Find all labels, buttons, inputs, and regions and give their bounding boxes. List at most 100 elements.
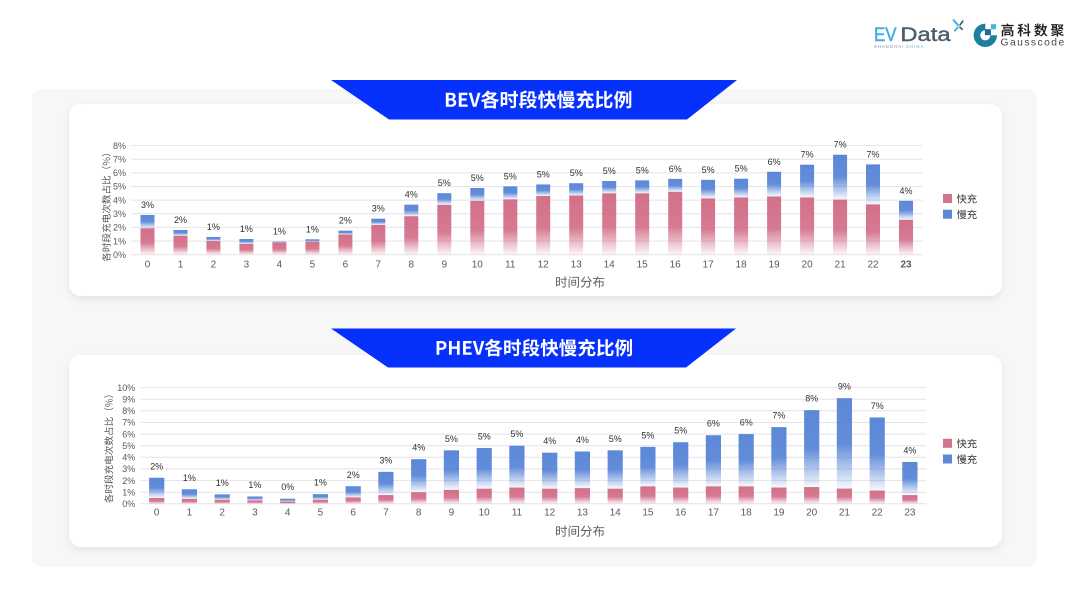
svg-text:4: 4: [277, 259, 283, 270]
svg-text:21: 21: [835, 259, 847, 270]
svg-text:20: 20: [806, 507, 818, 518]
svg-text:19: 19: [769, 259, 781, 270]
svg-text:8: 8: [416, 507, 422, 518]
svg-text:6%: 6%: [113, 168, 126, 178]
svg-text:17: 17: [703, 259, 715, 270]
svg-text:3%: 3%: [122, 464, 135, 474]
svg-text:15: 15: [637, 259, 649, 270]
svg-text:2%: 2%: [150, 461, 163, 471]
svg-text:14: 14: [610, 507, 622, 518]
svg-text:1%: 1%: [240, 224, 253, 234]
svg-text:5%: 5%: [504, 171, 517, 181]
svg-text:6%: 6%: [669, 164, 682, 174]
svg-text:19: 19: [773, 507, 785, 518]
svg-text:0: 0: [145, 259, 151, 270]
svg-text:23: 23: [900, 259, 912, 270]
svg-text:3%: 3%: [379, 455, 392, 465]
svg-text:2%: 2%: [113, 223, 126, 233]
svg-text:5%: 5%: [510, 429, 523, 439]
svg-text:4%: 4%: [412, 443, 425, 453]
svg-text:1: 1: [187, 507, 193, 518]
svg-text:1%: 1%: [248, 480, 261, 490]
svg-text:1%: 1%: [122, 487, 135, 497]
svg-text:5%: 5%: [122, 441, 135, 451]
svg-text:4%: 4%: [903, 446, 916, 456]
svg-text:11: 11: [512, 507, 523, 518]
svg-text:5%: 5%: [113, 182, 126, 192]
svg-text:7%: 7%: [871, 401, 884, 411]
svg-text:16: 16: [670, 259, 682, 270]
svg-text:0%: 0%: [122, 499, 135, 509]
svg-text:9%: 9%: [122, 394, 135, 404]
svg-text:17: 17: [708, 507, 720, 518]
svg-text:1%: 1%: [273, 227, 286, 237]
svg-text:6%: 6%: [768, 157, 781, 167]
svg-text:3: 3: [244, 259, 250, 270]
svg-text:9: 9: [442, 259, 448, 270]
svg-text:21: 21: [839, 507, 851, 518]
svg-text:16: 16: [675, 507, 687, 518]
svg-text:9: 9: [449, 507, 455, 518]
svg-text:2%: 2%: [347, 470, 360, 480]
svg-text:5%: 5%: [702, 165, 715, 175]
svg-text:7%: 7%: [834, 140, 847, 150]
svg-text:7%: 7%: [113, 154, 126, 164]
svg-text:EV: EV: [874, 24, 897, 45]
svg-text:3: 3: [252, 507, 258, 518]
svg-text:8%: 8%: [805, 394, 818, 404]
svg-text:Gausscode: Gausscode: [1001, 37, 1066, 48]
svg-text:14: 14: [604, 259, 616, 270]
svg-text:6: 6: [343, 259, 349, 270]
svg-text:15: 15: [642, 507, 654, 518]
svg-text:5%: 5%: [641, 430, 654, 440]
svg-text:18: 18: [736, 259, 748, 270]
svg-text:5%: 5%: [445, 434, 458, 444]
svg-text:5: 5: [310, 259, 316, 270]
svg-text:13: 13: [571, 259, 583, 270]
svg-text:3%: 3%: [141, 200, 154, 210]
svg-text:1%: 1%: [207, 222, 220, 232]
svg-text:1%: 1%: [113, 236, 126, 246]
svg-text:5%: 5%: [735, 164, 748, 174]
svg-text:6%: 6%: [122, 429, 135, 439]
svg-text:20: 20: [802, 259, 814, 270]
svg-text:5%: 5%: [603, 166, 616, 176]
svg-text:2%: 2%: [339, 216, 352, 226]
svg-text:0: 0: [154, 507, 160, 518]
svg-text:5%: 5%: [471, 173, 484, 183]
svg-text:12: 12: [544, 507, 556, 518]
svg-text:22: 22: [867, 259, 879, 270]
svg-text:10%: 10%: [117, 383, 135, 393]
svg-text:4%: 4%: [576, 435, 589, 445]
svg-text:5: 5: [318, 507, 324, 518]
svg-text:4%: 4%: [122, 453, 135, 463]
svg-text:3%: 3%: [372, 204, 385, 214]
svg-text:8%: 8%: [122, 406, 135, 416]
svg-text:8: 8: [409, 259, 415, 270]
svg-text:7: 7: [383, 507, 389, 518]
svg-text:5%: 5%: [674, 426, 687, 436]
svg-text:SHANGHAI CHINA: SHANGHAI CHINA: [874, 44, 924, 49]
svg-text:10: 10: [479, 507, 491, 518]
svg-text:11: 11: [505, 259, 516, 270]
svg-text:6%: 6%: [740, 418, 753, 428]
svg-text:2: 2: [219, 507, 225, 518]
svg-text:0%: 0%: [113, 250, 126, 260]
svg-text:8%: 8%: [113, 141, 126, 151]
svg-text:5%: 5%: [537, 170, 550, 180]
svg-text:3%: 3%: [113, 209, 126, 219]
svg-text:12: 12: [538, 259, 550, 270]
svg-text:5%: 5%: [636, 165, 649, 175]
svg-text:0%: 0%: [281, 482, 294, 492]
svg-text:2%: 2%: [122, 476, 135, 486]
svg-text:6: 6: [350, 507, 356, 518]
svg-text:9%: 9%: [838, 382, 851, 392]
svg-text:4%: 4%: [899, 186, 912, 196]
svg-text:4%: 4%: [405, 190, 418, 200]
svg-text:6%: 6%: [707, 419, 720, 429]
svg-text:1%: 1%: [314, 478, 327, 488]
svg-text:13: 13: [577, 507, 589, 518]
svg-text:22: 22: [872, 507, 884, 518]
svg-text:7%: 7%: [122, 418, 135, 428]
svg-text:1%: 1%: [216, 478, 229, 488]
